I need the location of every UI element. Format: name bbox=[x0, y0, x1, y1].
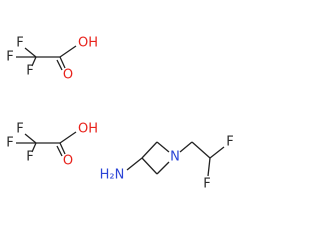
bond bbox=[59, 131, 77, 144]
bond bbox=[191, 141, 211, 159]
structure-diagram: F F F OH O F F F OH O H₂N N F F bbox=[6, 36, 234, 192]
molecule-3: H₂N N F F bbox=[100, 135, 234, 192]
atom-label: F bbox=[203, 177, 210, 192]
atom-label: F bbox=[16, 36, 23, 51]
atom-label: F bbox=[26, 150, 33, 165]
bond bbox=[209, 146, 225, 159]
atom-label: N bbox=[170, 150, 180, 165]
atom-label: F bbox=[6, 50, 13, 65]
bond bbox=[31, 56, 37, 67]
bond bbox=[24, 133, 37, 144]
atom-label: O bbox=[63, 68, 73, 83]
bond bbox=[126, 157, 143, 171]
atom-label: OH bbox=[78, 122, 98, 137]
bond bbox=[24, 47, 37, 58]
molecule-1: F F F OH O bbox=[6, 36, 98, 83]
bond bbox=[179, 141, 193, 153]
atom-label: O bbox=[63, 154, 73, 169]
molecule-2: F F F OH O bbox=[6, 122, 98, 169]
atom-label: H₂N bbox=[100, 168, 125, 183]
bond bbox=[141, 141, 158, 159]
bond bbox=[141, 157, 158, 175]
bond bbox=[31, 142, 37, 153]
bond bbox=[59, 142, 66, 155]
atom-label: F bbox=[6, 136, 13, 151]
atom-label: F bbox=[16, 122, 23, 137]
bond bbox=[56, 59, 63, 71]
bond bbox=[156, 141, 170, 153]
bond bbox=[156, 161, 170, 175]
atom-label: OH bbox=[78, 36, 98, 51]
atom-label: F bbox=[226, 135, 233, 150]
bond bbox=[207, 157, 211, 177]
bond bbox=[59, 45, 77, 58]
bond bbox=[56, 145, 63, 157]
atom-label: F bbox=[26, 64, 33, 79]
bond bbox=[59, 56, 66, 69]
